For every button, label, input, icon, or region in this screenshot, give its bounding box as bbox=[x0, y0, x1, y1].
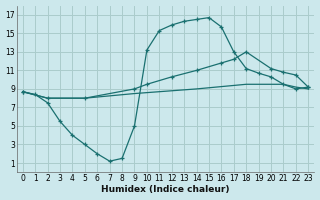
X-axis label: Humidex (Indice chaleur): Humidex (Indice chaleur) bbox=[101, 185, 230, 194]
